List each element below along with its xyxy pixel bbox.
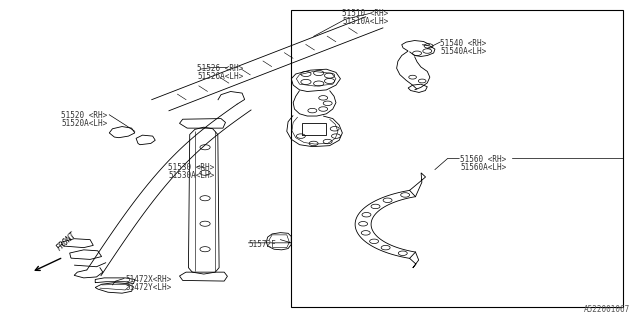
Text: 51530 <RH>: 51530 <RH> bbox=[168, 163, 214, 172]
Text: 51560A<LH>: 51560A<LH> bbox=[461, 163, 507, 172]
Text: 51540 <RH>: 51540 <RH> bbox=[440, 39, 486, 48]
Text: 51572F: 51572F bbox=[248, 240, 276, 249]
Text: 51520 <RH>: 51520 <RH> bbox=[61, 111, 108, 120]
Text: 51510 <RH>: 51510 <RH> bbox=[342, 9, 388, 18]
Text: 51510A<LH>: 51510A<LH> bbox=[342, 17, 388, 26]
Text: 51472X<RH>: 51472X<RH> bbox=[125, 275, 172, 284]
Text: 51530A<LH>: 51530A<LH> bbox=[168, 171, 214, 180]
Text: FRONT: FRONT bbox=[55, 230, 78, 252]
Text: 51540A<LH>: 51540A<LH> bbox=[440, 47, 486, 56]
Text: 51520A<LH>: 51520A<LH> bbox=[61, 119, 108, 128]
Text: A522001067: A522001067 bbox=[584, 305, 630, 314]
Text: 51560 <RH>: 51560 <RH> bbox=[461, 155, 507, 164]
Text: 51472Y<LH>: 51472Y<LH> bbox=[125, 283, 172, 292]
Text: 51526 <RH>: 51526 <RH> bbox=[197, 64, 244, 73]
Text: 51526A<LH>: 51526A<LH> bbox=[197, 72, 244, 81]
